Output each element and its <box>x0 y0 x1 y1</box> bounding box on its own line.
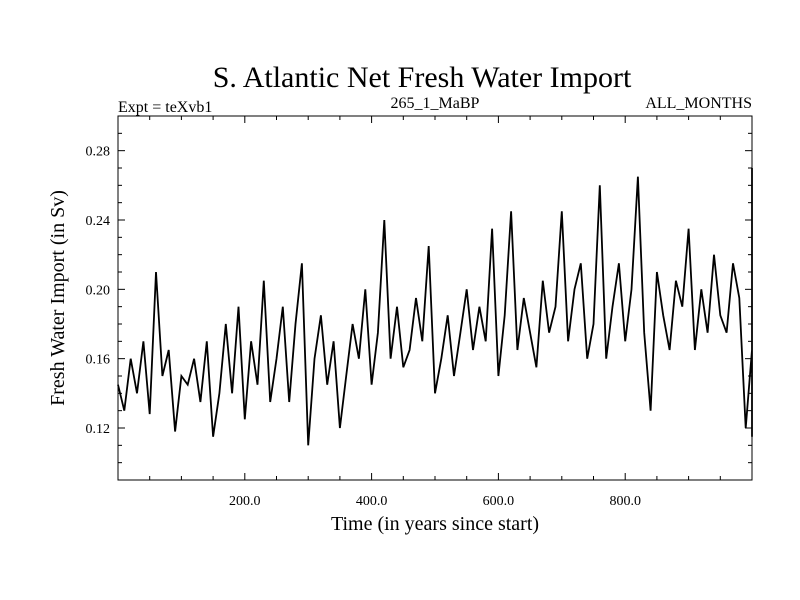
x-axis-label: Time (in years since start) <box>331 513 539 535</box>
x-tick-label: 600.0 <box>483 494 515 509</box>
y-tick-label: 0.20 <box>86 283 111 298</box>
y-axis-label: Fresh Water Import (in Sv) <box>47 190 69 406</box>
series-line <box>117 168 753 446</box>
subtitle-left: Expt = teXvb1 <box>118 99 212 116</box>
plot-area <box>117 168 753 446</box>
y-tick-label: 0.16 <box>86 353 111 368</box>
x-tick-label: 800.0 <box>609 494 641 509</box>
subtitle-right: ALL_MONTHS <box>645 95 752 112</box>
y-tick-label: 0.12 <box>86 422 111 437</box>
y-axis: 0.12 0.16 0.20 0.24 0.28 <box>86 132 752 464</box>
subtitle-center: 265_1_MaBP <box>391 95 480 112</box>
y-tick-label: 0.28 <box>86 145 111 160</box>
chart-title: S. Atlantic Net Fresh Water Import <box>213 61 632 94</box>
y-tick-label: 0.24 <box>86 214 111 229</box>
x-axis: 200.0 400.0 600.0 800.0 <box>149 116 721 509</box>
x-tick-label: 200.0 <box>229 494 261 509</box>
x-tick-label: 400.0 <box>356 494 388 509</box>
